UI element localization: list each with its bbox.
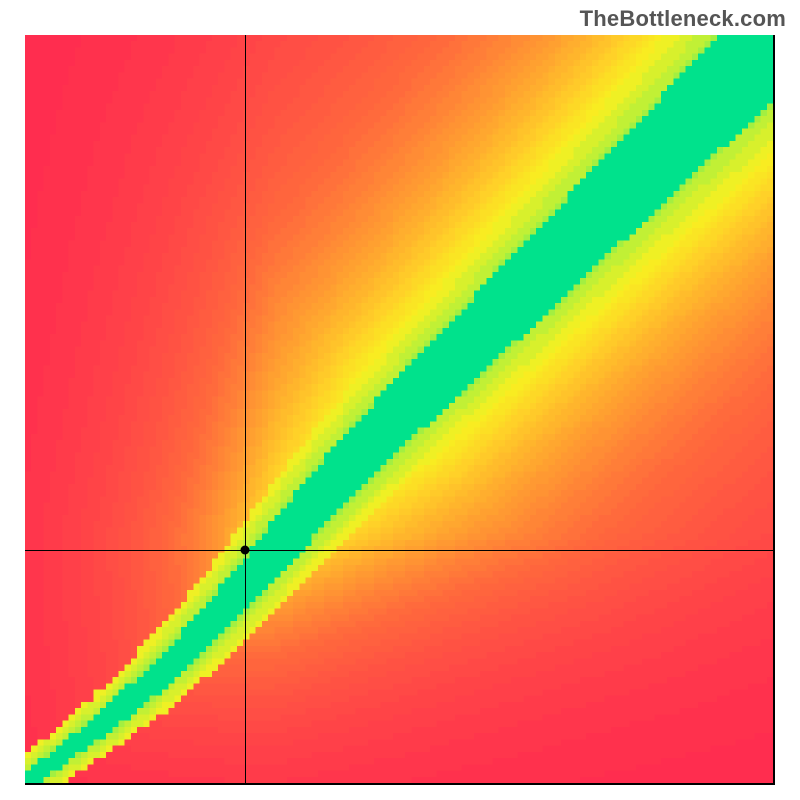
- image-container: TheBottleneck.com: [0, 0, 800, 800]
- heatmap-canvas: [25, 35, 773, 783]
- heatmap-plot-area: [25, 35, 775, 785]
- watermark-text: TheBottleneck.com: [580, 6, 786, 32]
